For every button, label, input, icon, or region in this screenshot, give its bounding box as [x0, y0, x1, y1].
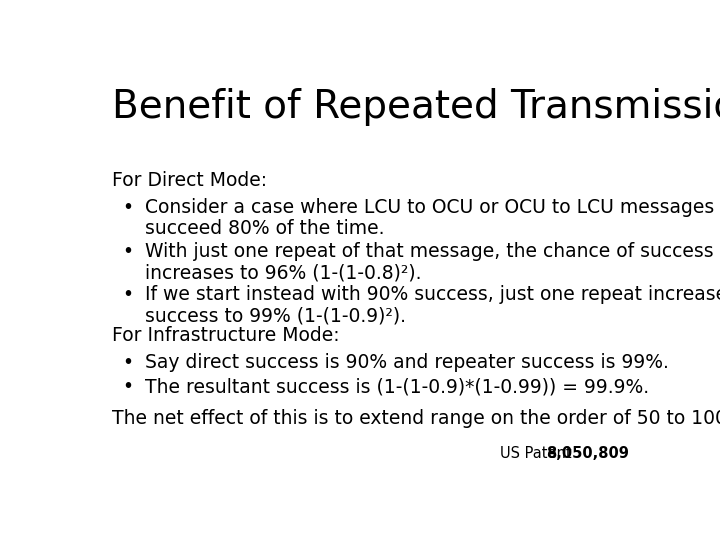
- Text: Consider a case where LCU to OCU or OCU to LCU messages: Consider a case where LCU to OCU or OCU …: [145, 198, 714, 217]
- Text: success to 99% (1-(1-0.9)²).: success to 99% (1-(1-0.9)²).: [145, 307, 405, 326]
- Text: For Infrastructure Mode:: For Infrastructure Mode:: [112, 326, 340, 345]
- Text: •: •: [122, 241, 133, 260]
- Text: 8,050,809: 8,050,809: [546, 446, 629, 461]
- Text: If we start instead with 90% success, just one repeat increases: If we start instead with 90% success, ju…: [145, 285, 720, 304]
- Text: •: •: [122, 353, 133, 372]
- Text: The net effect of this is to extend range on the order of 50 to 100%.: The net effect of this is to extend rang…: [112, 409, 720, 428]
- Text: increases to 96% (1-(1-0.8)²).: increases to 96% (1-(1-0.8)²).: [145, 263, 421, 282]
- Text: •: •: [122, 285, 133, 304]
- Text: succeed 80% of the time.: succeed 80% of the time.: [145, 219, 384, 239]
- Text: For Direct Mode:: For Direct Mode:: [112, 171, 267, 190]
- Text: US Patent: US Patent: [500, 446, 577, 461]
- Text: Benefit of Repeated Transmissions: Benefit of Repeated Transmissions: [112, 87, 720, 126]
- Text: With just one repeat of that message, the chance of success: With just one repeat of that message, th…: [145, 241, 714, 260]
- Text: The resultant success is (1-(1-0.9)*(1-0.99)) = 99.9%.: The resultant success is (1-(1-0.9)*(1-0…: [145, 377, 649, 396]
- Text: •: •: [122, 198, 133, 217]
- Text: Say direct success is 90% and repeater success is 99%.: Say direct success is 90% and repeater s…: [145, 353, 669, 372]
- Text: •: •: [122, 377, 133, 396]
